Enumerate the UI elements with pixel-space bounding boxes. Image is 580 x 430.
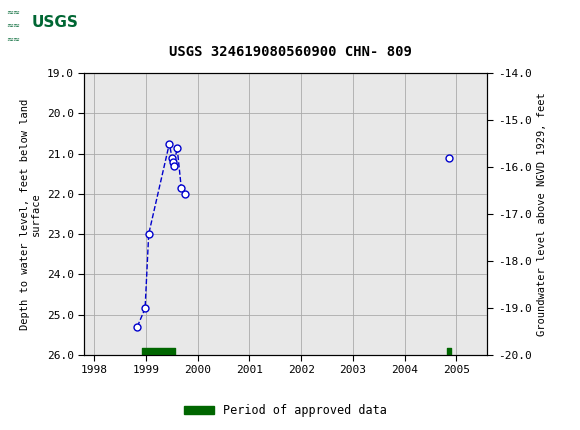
Y-axis label: Depth to water level, feet below land
surface: Depth to water level, feet below land su… xyxy=(20,98,41,329)
Y-axis label: Groundwater level above NGVD 1929, feet: Groundwater level above NGVD 1929, feet xyxy=(537,92,547,336)
Bar xyxy=(3,2,102,43)
Text: ≈≈: ≈≈ xyxy=(6,7,20,16)
Text: USGS 324619080560900 CHN- 809: USGS 324619080560900 CHN- 809 xyxy=(169,45,411,59)
Text: USGS: USGS xyxy=(32,15,79,30)
Text: ≈≈: ≈≈ xyxy=(6,20,20,29)
Legend: Period of approved data: Period of approved data xyxy=(180,399,392,422)
Text: ≈≈: ≈≈ xyxy=(6,34,20,43)
